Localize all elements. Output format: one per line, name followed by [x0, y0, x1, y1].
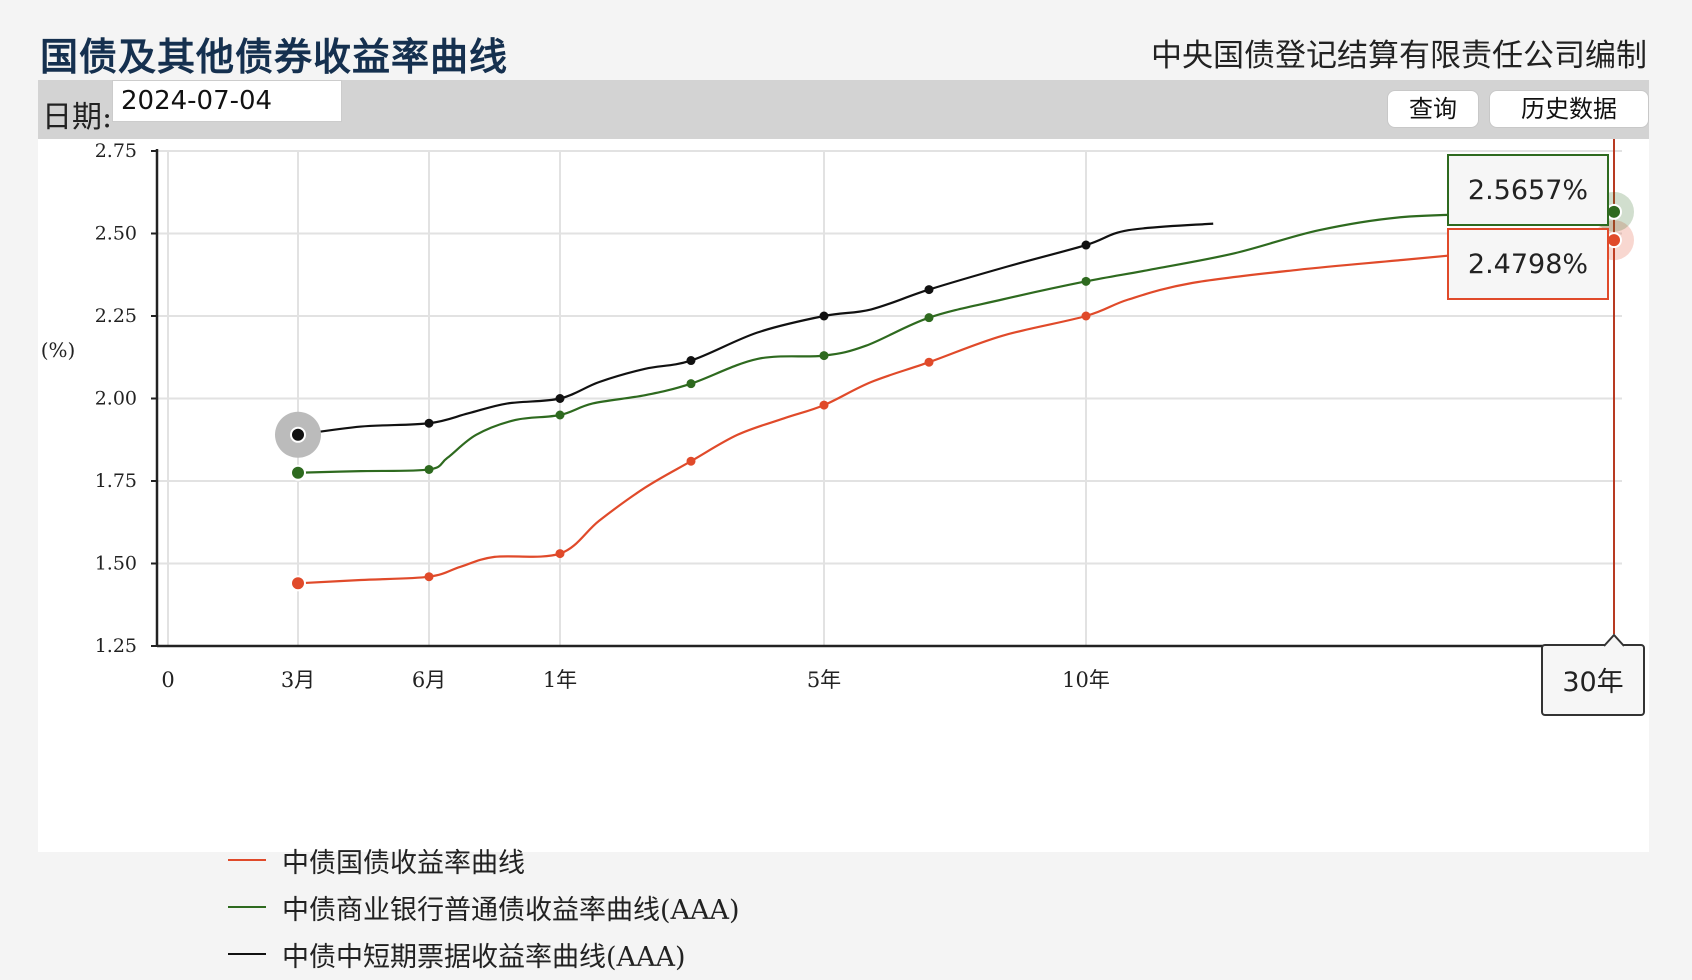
query-button[interactable]: 查询	[1387, 90, 1479, 128]
legend-label: 中债中短期票据收益率曲线(AAA)	[282, 942, 686, 973]
tooltip-box	[1447, 228, 1609, 300]
legend-label: 中债商业银行普通债收益率曲线(AAA)	[282, 895, 740, 926]
tooltip-box	[1447, 154, 1609, 226]
page-title: 国债及其他债券收益率曲线	[40, 34, 509, 79]
tooltip-value: 2.5657%	[1468, 175, 1588, 206]
x-hover-label: 30年	[1562, 667, 1623, 698]
date-label: 日期:	[42, 100, 113, 135]
legend-swatch	[228, 859, 266, 861]
y-tick-label: 2.00	[95, 388, 137, 410]
data-point	[924, 313, 934, 323]
publisher-name: 中央国债登记结算有限责任公司编制	[1151, 38, 1647, 74]
data-point	[290, 426, 306, 443]
x-tick-label: 3月	[281, 668, 315, 692]
data-point	[686, 356, 696, 366]
date-input[interactable]	[112, 80, 342, 122]
y-axis-label: (%)	[41, 338, 76, 362]
data-point	[819, 311, 829, 321]
y-tick-label: 1.25	[95, 635, 137, 657]
legend-swatch	[228, 953, 266, 955]
y-tick-label: 2.50	[95, 223, 137, 245]
data-point	[290, 575, 306, 592]
data-point	[1081, 240, 1091, 250]
chart-panel: 2.75 2.50 2.25 2.00 1.75 1.50 1.25 0 3月 6月 1年 5年 10年…	[38, 139, 1649, 973]
data-point	[424, 418, 434, 428]
data-point	[1606, 203, 1622, 220]
series-line	[297, 239, 1615, 585]
legend-swatch	[228, 906, 266, 908]
data-point	[555, 394, 565, 403]
y-tick-label: 1.75	[95, 470, 137, 492]
x-hover-pointer	[1603, 633, 1625, 647]
y-tick-label: 1.50	[95, 553, 137, 575]
data-point	[819, 351, 829, 361]
data-point	[1081, 276, 1091, 286]
data-point	[686, 379, 696, 389]
data-point	[424, 464, 434, 474]
tooltip-value: 2.4798%	[1468, 249, 1588, 280]
data-point	[290, 464, 306, 481]
data-point	[924, 285, 934, 295]
data-point	[424, 572, 434, 582]
y-tick-label: 2.25	[95, 305, 137, 327]
data-point	[819, 400, 829, 410]
x-tick-label: 0	[161, 668, 174, 692]
data-point	[686, 456, 696, 466]
x-tick-label: 1年	[543, 668, 577, 692]
x-tick-label: 10年	[1062, 668, 1110, 692]
toolbar: 日期: 查询 历史数据	[38, 80, 1649, 139]
series-line	[297, 210, 1615, 474]
history-data-button[interactable]: 历史数据	[1489, 90, 1649, 128]
x-tick-label: 6月	[412, 668, 446, 692]
legend-label: 中债国债收益率曲线	[282, 848, 525, 879]
x-tick-label: 5年	[807, 668, 841, 692]
data-point	[555, 410, 565, 420]
yield-curve-chart: 2.75 2.50 2.25 2.00 1.75 1.50 1.25 0 3月 6月 1年 5年 10年…	[41, 139, 1645, 716]
series-line	[297, 222, 1214, 436]
x-hover-box	[1541, 644, 1645, 716]
data-point	[555, 549, 565, 559]
data-point	[1081, 311, 1091, 321]
y-tick-label: 2.75	[95, 140, 137, 162]
data-point	[924, 357, 934, 367]
data-point	[1606, 232, 1622, 249]
